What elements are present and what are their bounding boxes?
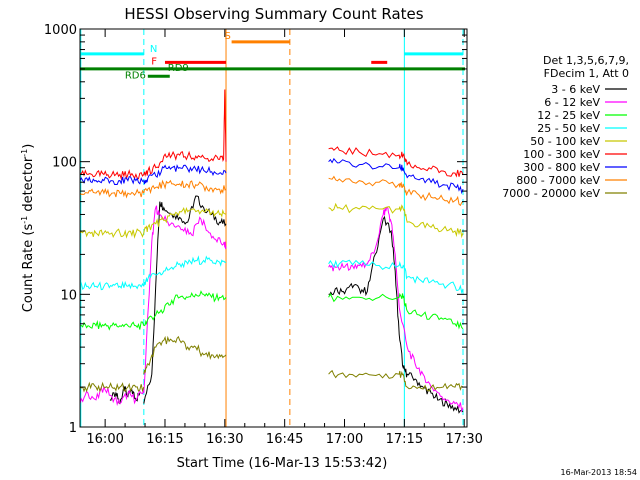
series-line-2-seg-1 bbox=[143, 290, 227, 327]
series-line-6-seg-1 bbox=[143, 164, 227, 185]
state-label-rd9: RD9 bbox=[168, 63, 189, 74]
x-tick-label-6: 17:30 bbox=[445, 432, 482, 447]
legend-label-6: 300 - 800 keV bbox=[523, 161, 600, 174]
series-line-0-seg-1 bbox=[143, 195, 227, 404]
y-tick-label-3: 1000 bbox=[44, 23, 77, 38]
series-line-1-seg-1 bbox=[143, 205, 227, 394]
legend-label-1: 6 - 12 keV bbox=[544, 96, 600, 109]
x-axis-ticks: 16:00 16:15 16:30 16:45 17:00 17:15 17:30 bbox=[86, 29, 483, 447]
series-line-2-seg-2 bbox=[328, 292, 464, 330]
series-line-7-seg-0 bbox=[79, 187, 145, 199]
series-line-6-seg-2 bbox=[328, 157, 464, 195]
legend-title-line-0: Det 1,3,5,6,7,9, bbox=[543, 54, 629, 67]
series-line-4-seg-0 bbox=[79, 228, 145, 239]
series-line-8-seg-2 bbox=[328, 369, 464, 392]
x-tick-label-1: 16:15 bbox=[146, 432, 183, 447]
plot-frame bbox=[79, 28, 468, 428]
series-lines bbox=[79, 89, 464, 414]
x-tick-label-2: 16:30 bbox=[206, 432, 243, 447]
legend: Det 1,3,5,6,7,9,FDecim 1, Att 0 3 - 6 keV… bbox=[502, 54, 629, 200]
series-line-3-seg-1 bbox=[143, 255, 227, 287]
y-tick-label-0: 1 bbox=[69, 421, 77, 436]
series-line-5-seg-1 bbox=[143, 89, 227, 177]
state-label-rd6: RD6 bbox=[125, 70, 146, 81]
legend-label-5: 100 - 300 keV bbox=[523, 148, 600, 161]
legend-label-4: 50 - 100 keV bbox=[530, 135, 600, 148]
x-tick-label-3: 16:45 bbox=[266, 432, 303, 447]
state-label-s: S bbox=[224, 31, 230, 42]
series-line-7-seg-1 bbox=[143, 179, 227, 195]
y-tick-label-1: 10 bbox=[60, 288, 77, 303]
state-bars: NF S RD6 RD9 bbox=[80, 31, 466, 81]
series-line-2-seg-0 bbox=[79, 319, 145, 331]
legend-label-3: 25 - 50 keV bbox=[537, 122, 600, 135]
legend-label-7: 800 - 7000 keV bbox=[516, 174, 600, 187]
series-line-6-seg-0 bbox=[79, 176, 145, 186]
series-line-4-seg-1 bbox=[143, 206, 227, 234]
chart-title: HESSI Observing Summary Count Rates bbox=[124, 5, 423, 23]
series-line-7-seg-2 bbox=[328, 175, 464, 207]
y-axis-label: Count Rate (s-1 detector-1) bbox=[20, 144, 36, 313]
series-line-0-seg-2 bbox=[328, 215, 464, 414]
series-line-5-seg-0 bbox=[79, 169, 145, 181]
legend-title-line-1: FDecim 1, Att 0 bbox=[544, 67, 629, 80]
x-tick-label-5: 17:15 bbox=[386, 432, 423, 447]
legend-label-2: 12 - 25 keV bbox=[537, 109, 600, 122]
y-tick-label-2: 100 bbox=[52, 156, 77, 171]
series-line-1-seg-2 bbox=[328, 207, 464, 413]
series-line-3-seg-0 bbox=[79, 280, 145, 291]
state-label-f: F bbox=[151, 56, 157, 67]
series-line-4-seg-2 bbox=[328, 202, 464, 239]
series-line-3-seg-2 bbox=[328, 259, 464, 295]
x-tick-label-4: 17:00 bbox=[326, 432, 363, 447]
vertical-markers bbox=[80, 29, 464, 427]
x-tick-label-0: 16:00 bbox=[86, 432, 123, 447]
state-label-n: N bbox=[150, 44, 157, 55]
y-axis-ticks: 1 10 100 1000 bbox=[44, 23, 467, 436]
legend-label-0: 3 - 6 keV bbox=[551, 83, 600, 96]
x-axis-label: Start Time (16-Mar-13 15:53:42) bbox=[177, 456, 388, 471]
series-line-8-seg-0 bbox=[79, 381, 145, 393]
legend-label-8: 7000 - 20000 keV bbox=[502, 187, 600, 200]
series-line-8-seg-1 bbox=[143, 335, 227, 375]
series-line-5-seg-2 bbox=[328, 146, 464, 178]
footer-timestamp: 16-Mar-2013 18:54 bbox=[561, 468, 638, 477]
series-line-1-seg-0 bbox=[79, 385, 145, 407]
